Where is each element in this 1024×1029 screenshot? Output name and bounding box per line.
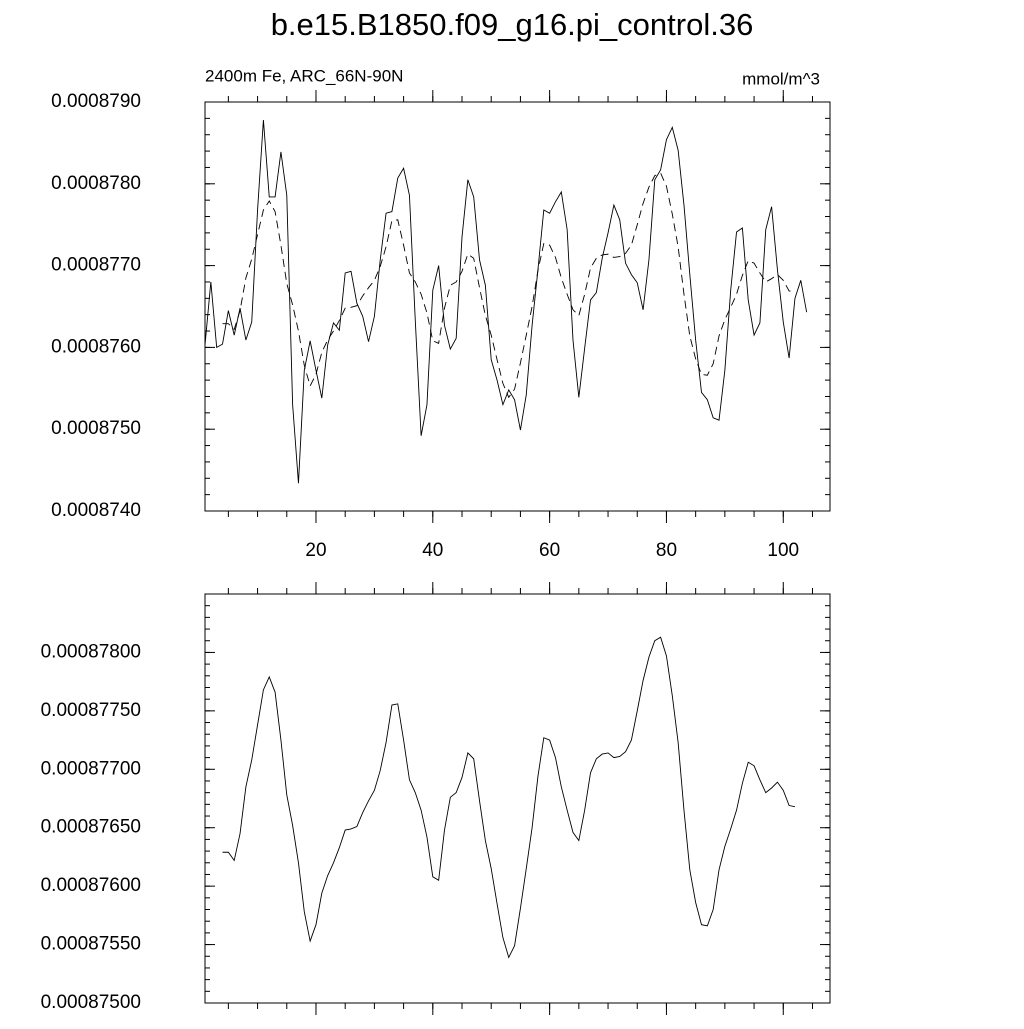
y-tick-label: 0.0008750 [51,418,141,439]
x-tick-label: 40 [422,540,443,561]
data-line [222,172,796,399]
y-tick-label: 0.00087700 [41,758,141,779]
y-tick-label: 0.0008740 [51,500,141,521]
y-tick-label: 0.0008780 [51,173,141,194]
y-tick-label: 0.0008760 [51,336,141,357]
subtitle-right: mmol/m^3 [742,69,820,88]
y-tick-label: 0.0008790 [51,91,141,112]
data-line [222,636,796,959]
y-tick-label: 0.00087600 [41,875,141,896]
x-tick-label: 60 [539,540,560,561]
y-tick-label: 0.00087500 [41,992,141,1013]
y-tick-label: 0.00087800 [41,641,141,662]
y-tick-label: 0.0008770 [51,255,141,276]
subtitle-left: 2400m Fe, ARC_66N-90N [205,66,403,85]
y-tick-label: 0.00087550 [41,934,141,955]
chart-title: b.e15.B1850.f09_g16.pi_control.36 [271,7,754,42]
data-line [204,119,808,484]
plot-frame [204,593,831,1004]
x-tick-label: 100 [767,540,799,561]
y-tick-label: 0.00087650 [41,817,141,838]
plot-frame [204,101,831,512]
x-tick-label: 80 [656,540,677,561]
y-tick-label: 0.00087750 [41,700,141,721]
x-tick-label: 20 [305,540,326,561]
